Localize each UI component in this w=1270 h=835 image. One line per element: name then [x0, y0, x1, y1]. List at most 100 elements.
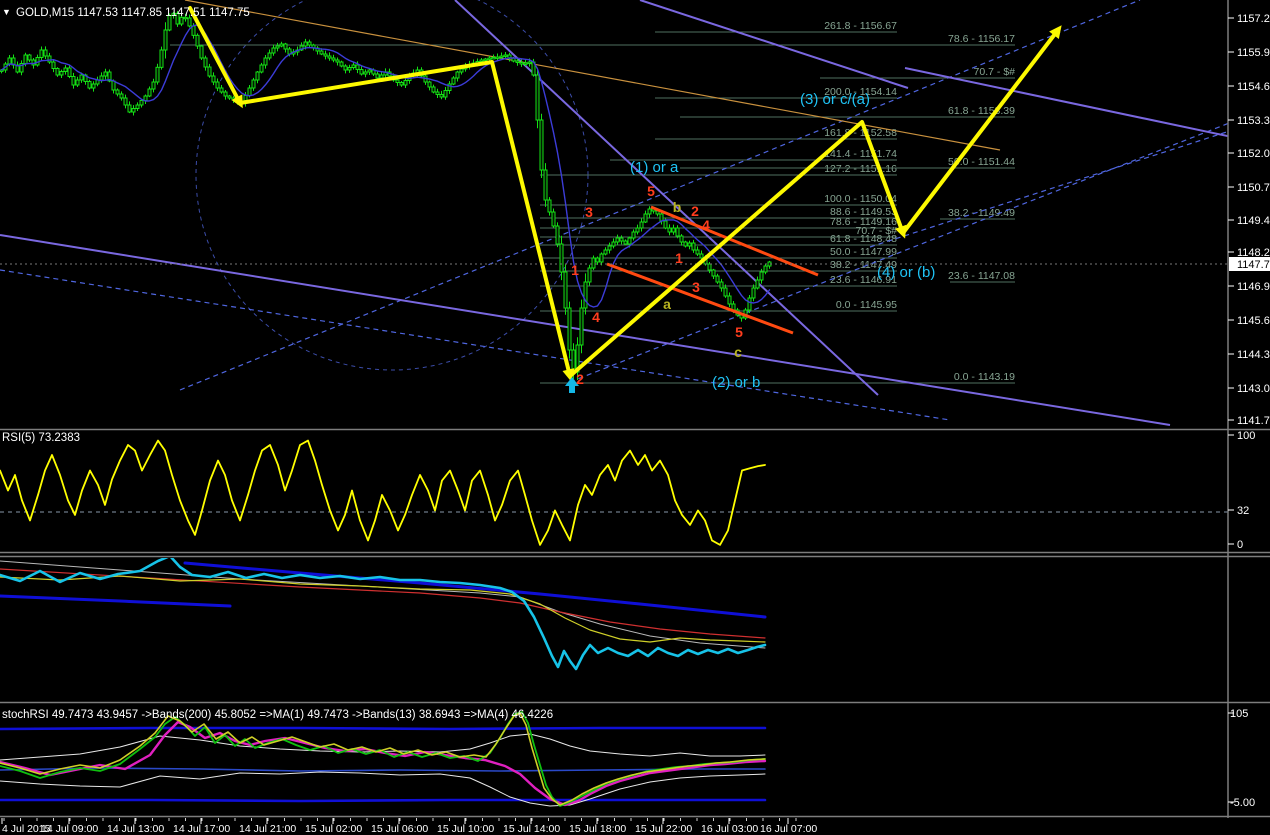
price-axis-label: 1145.61: [1237, 315, 1270, 327]
candle-body: [283, 43, 288, 50]
candle-body: [91, 83, 96, 89]
fib-level-label: 61.8 - 1148.48: [830, 233, 897, 245]
candle-body: [135, 104, 140, 109]
price-axis[interactable]: 1157.21 1155.91 1154.61 1153.31 1152.01 1150.…: [1227, 0, 1270, 818]
time-axis-label: 15 Jul 02:00: [305, 823, 362, 835]
candle-body: [647, 208, 652, 215]
candle-body: [763, 265, 768, 273]
candle-body: [427, 81, 432, 88]
candle-body: [319, 50, 324, 55]
fib-level-label: 23.6 - 1147.08: [948, 270, 1015, 282]
dashed-trendline: [0, 269, 951, 421]
candle-body: [563, 271, 568, 309]
candle-body: [99, 75, 104, 81]
time-axis-label: 14 Jul 09:00: [41, 823, 98, 835]
candle-body: [543, 169, 548, 201]
pane-separators: [0, 428, 1270, 818]
buy-arrow-icon: [565, 377, 579, 393]
candle-body: [247, 87, 252, 96]
fib-level-label: 38.2 - 1147.49: [830, 259, 897, 271]
stoch-indicator-line: [0, 798, 767, 803]
candle-body: [43, 49, 48, 57]
fib-level-label: 0.0 - 1145.95: [836, 299, 897, 311]
stoch-axis-label: 105: [1230, 708, 1248, 720]
fib-level-label: 50.0 - 1151.44: [948, 156, 1015, 168]
candle-body: [39, 49, 44, 58]
candle-body: [103, 71, 108, 77]
price-axis-label: 1152.01: [1237, 148, 1270, 160]
fib-level-label: 127.2 - 1151.16: [824, 163, 897, 175]
fib-level-label: 50.0 - 1147.99: [830, 246, 897, 258]
candle-body: [167, 14, 172, 31]
rsi-axis-label: 32: [1237, 505, 1249, 517]
candle-body: [587, 267, 592, 283]
purple-trendline: [639, 0, 909, 89]
time-axis-label: 16 Jul 07:00: [760, 823, 817, 835]
candle-body: [583, 281, 588, 309]
stoch-indicator-line: [0, 733, 766, 761]
rsi-indicator-pane[interactable]: [0, 439, 1228, 546]
ma-bands-indicator-pane[interactable]: [0, 556, 767, 671]
price-axis-label: 1153.31: [1237, 115, 1270, 127]
candle-body: [611, 241, 616, 247]
candle-body: [747, 297, 752, 311]
candle-body: [55, 68, 60, 76]
candle-body: [751, 287, 756, 299]
fib-level-label: 61.8 - 1153.39: [948, 105, 1015, 117]
candle-body: [271, 47, 276, 54]
dashed-trendline: [869, 130, 1228, 248]
current-price-value: 1147.75: [1237, 259, 1270, 271]
candle-body: [119, 93, 124, 99]
indicator-line: [0, 575, 766, 643]
stochrsi-indicator-pane[interactable]: [0, 711, 767, 807]
candle-body: [535, 74, 540, 121]
time-axis-label: 14 Jul 21:00: [239, 823, 296, 835]
candle-body: [263, 57, 268, 66]
price-axis-label: 1157.21: [1237, 13, 1270, 25]
candle-body: [7, 57, 12, 65]
candle-body: [579, 307, 584, 346]
rsi-line: [0, 439, 766, 546]
candle-body: [503, 54, 508, 57]
candle-body: [599, 253, 604, 263]
candle-body: [691, 242, 696, 251]
candle-body: [367, 69, 372, 73]
wave-count-label: 2: [691, 203, 699, 219]
candle-body: [675, 227, 680, 237]
candle-body: [23, 54, 28, 64]
candle-body: [191, 25, 196, 36]
candle-body: [455, 71, 460, 79]
elliott-wave-label: (1) or a: [630, 159, 679, 176]
wave-count-label: 5: [735, 324, 743, 340]
candle-body: [707, 263, 712, 271]
candle-body: [187, 17, 192, 27]
candle-body: [447, 83, 452, 91]
candle-body: [435, 91, 440, 95]
yellow-arrowhead-icon: [231, 94, 243, 109]
candle-body: [667, 227, 672, 233]
time-axis-label: 15 Jul 18:00: [569, 823, 626, 835]
candle-body: [223, 91, 228, 97]
candle-body: [347, 67, 352, 71]
candle-body: [227, 95, 232, 99]
rsi-label: RSI(5) 73.2383: [2, 432, 80, 444]
candle-body: [259, 64, 264, 73]
fib-level-label: 78.6 - 1149.16: [830, 216, 897, 228]
stoch-indicator-line: [0, 771, 766, 807]
candle-body: [275, 45, 280, 49]
collapse-arrow-icon[interactable]: ▼: [2, 7, 11, 17]
candle-body: [131, 108, 136, 113]
candle-body: [679, 235, 684, 243]
candle-body: [695, 249, 700, 255]
candle-body: [175, 12, 180, 25]
candle-body: [443, 90, 448, 98]
candle-body: [603, 249, 608, 255]
candle-body: [339, 61, 344, 67]
wave-count-label: 1: [675, 250, 683, 266]
candlesticks: [0, 10, 772, 380]
rsi-axis-label: 100: [1237, 430, 1255, 442]
